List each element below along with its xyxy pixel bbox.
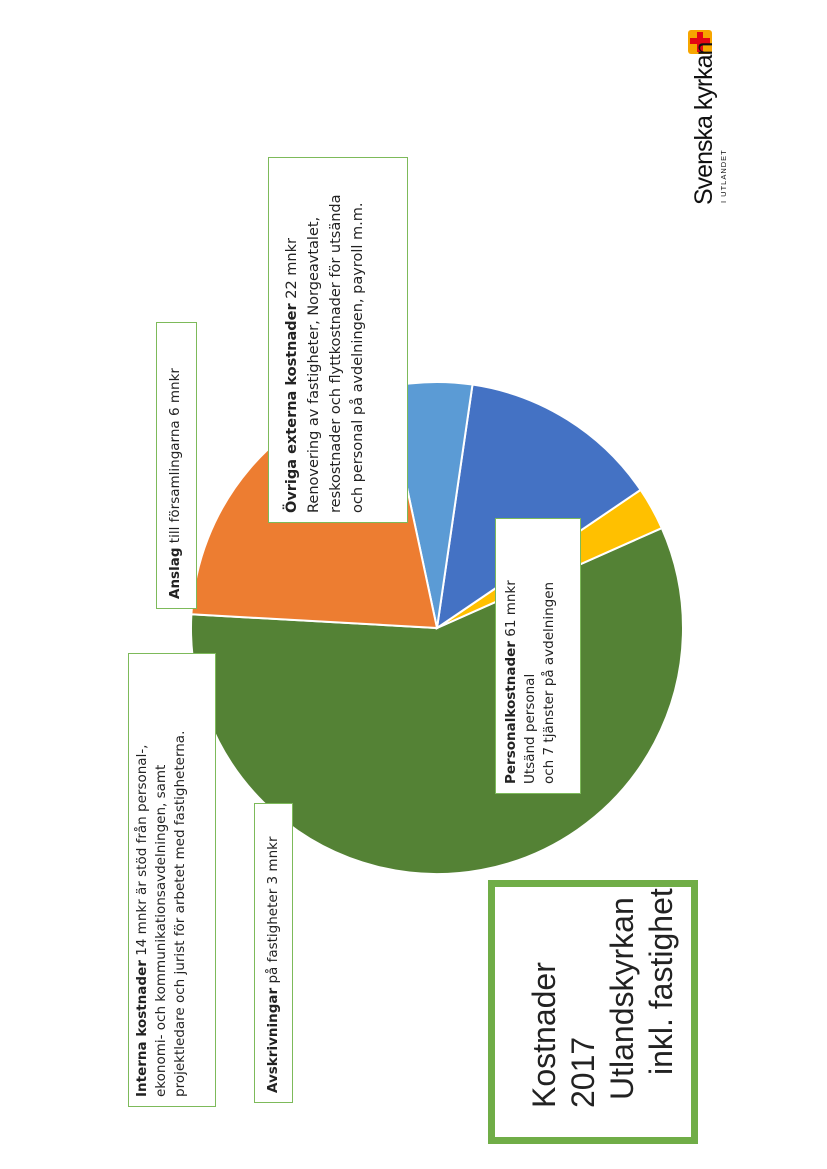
ovriga-line4: och personal på avdelningen, payroll m.m… xyxy=(350,202,366,513)
personal-line2: Utsänd personal xyxy=(522,673,538,784)
avskr-bold: Avskrivningar xyxy=(265,987,281,1093)
pie-slice-interna-kostnader xyxy=(435,383,642,631)
interna-line3: projektledare och jurist för arbetet med… xyxy=(172,730,188,1097)
interna-line2: ekonomi- och kommunikationsavdelningen, … xyxy=(153,764,169,1097)
ovriga-line2: Renovering av fastigheter, Norgeavtalet, xyxy=(306,216,322,513)
ovriga-rest: 22 mnkr xyxy=(284,238,300,304)
logo: Svenska kyrkan I UTLANDET xyxy=(690,25,740,205)
label-interna-kostnader: Interna kostnader 14 mnkr är stöd från p… xyxy=(128,653,216,1107)
interna-rest: 14 mnkr är stöd från personal-, xyxy=(134,744,150,961)
logo-name: Svenska kyrkan xyxy=(690,42,718,205)
personal-bold: Personalkostnader xyxy=(503,641,519,784)
label-anslag: Anslag till församlingarna 6 mnkr xyxy=(156,322,197,609)
chart-title-box: Kostnader 2017 Utlandskyrkan inkl. fasti… xyxy=(488,880,698,1144)
label-avskrivningar: Avskrivningar på fastigheter 3 mnkr xyxy=(254,803,293,1103)
anslag-rest: till församlingarna 6 mnkr xyxy=(167,368,183,548)
label-ovriga-externa-kostnader: Övriga externa kostnader 22 mnkr Renover… xyxy=(268,157,408,523)
personal-rest: 61 mnkr xyxy=(503,580,519,642)
label-personalkostnader: Personalkostnader 61 mnkr Utsänd persona… xyxy=(495,518,581,794)
anslag-bold: Anslag xyxy=(167,547,183,600)
title-line-1: Kostnader 2017 xyxy=(526,962,601,1108)
avskr-rest: på fastigheter 3 mnkr xyxy=(265,836,281,988)
title-line-2: Utlandskyrkan xyxy=(604,897,640,1100)
interna-bold: Interna kostnader xyxy=(134,960,150,1097)
ovriga-line3: reskostnader och flyttkostnader för utsä… xyxy=(328,194,344,513)
logo-subtitle: I UTLANDET xyxy=(719,149,728,203)
title-line-3: inkl. fastighet xyxy=(643,888,679,1075)
church-logo-mark xyxy=(688,30,712,54)
ovriga-bold: Övriga externa kostnader xyxy=(284,303,300,513)
pie-slices xyxy=(189,381,684,876)
personal-line3: och 7 tjänster på avdelningen xyxy=(541,581,557,784)
